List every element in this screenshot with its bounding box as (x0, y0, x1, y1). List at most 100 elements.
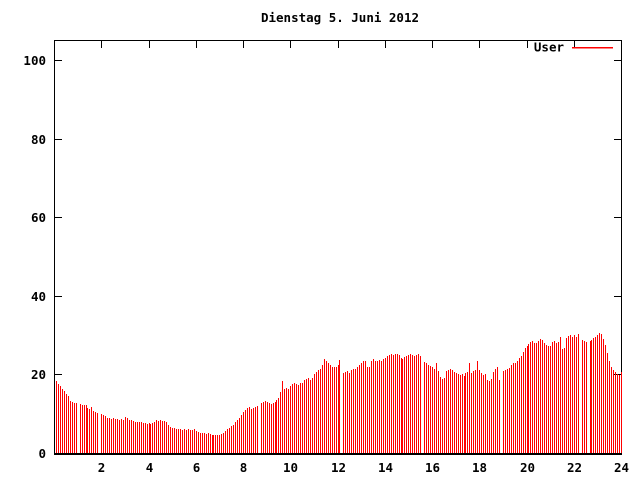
user-bar (109, 418, 110, 453)
user-bar (377, 361, 378, 453)
user-bar (534, 343, 535, 453)
user-bar (619, 375, 620, 453)
user-bar (306, 379, 307, 453)
user-bar (261, 403, 262, 453)
x-tick-label: 24 (614, 460, 629, 475)
user-bar (93, 411, 94, 453)
user-bar (615, 372, 616, 453)
user-bar (550, 346, 551, 453)
user-bar (312, 378, 313, 453)
user-bar (82, 405, 83, 453)
user-bar (184, 429, 185, 453)
user-bar (131, 420, 132, 453)
user-bar (397, 354, 398, 453)
user-bar (605, 345, 606, 453)
user-bar (562, 349, 563, 453)
user-bar (190, 430, 191, 453)
user-bar (86, 405, 87, 453)
user-bar (269, 403, 270, 453)
user-bar (330, 365, 331, 453)
user-bar (613, 370, 614, 453)
user-bar (103, 415, 104, 453)
user-bar (210, 434, 211, 453)
user-bar (123, 420, 124, 453)
user-bar (621, 372, 622, 453)
user-bar (320, 369, 321, 453)
user-bar (80, 404, 81, 453)
user-bar (568, 336, 569, 453)
user-bar (511, 365, 512, 453)
user-bar (198, 432, 199, 453)
user-bar (127, 418, 128, 453)
user-bar (385, 358, 386, 453)
x-tick-label: 14 (378, 460, 393, 475)
x-tick-label: 2 (98, 460, 106, 475)
user-bar (107, 418, 108, 453)
user-bar (479, 370, 480, 453)
user-bar (332, 367, 333, 453)
y-tick-label: 60 (31, 210, 46, 225)
user-bar (149, 423, 150, 453)
user-bar (316, 372, 317, 453)
user-bar (174, 428, 175, 453)
user-bar (129, 420, 130, 453)
user-bar (426, 363, 427, 453)
user-bar (162, 421, 163, 453)
user-bar (145, 423, 146, 453)
user-bar (525, 348, 526, 453)
user-bar (578, 334, 579, 453)
user-bar (64, 391, 65, 453)
user-bar (432, 367, 433, 453)
user-bar (227, 429, 228, 453)
user-bar (338, 365, 339, 453)
user-bar (91, 407, 92, 453)
user-bar (399, 355, 400, 453)
user-bar (530, 342, 531, 453)
user-bar (515, 363, 516, 453)
user-bar (170, 427, 171, 453)
user-bar (401, 358, 402, 453)
y-tick-label: 20 (31, 367, 46, 382)
user-bar (414, 356, 415, 453)
y-tick-label: 40 (31, 289, 46, 304)
user-bar (68, 396, 69, 453)
user-bar (379, 360, 380, 453)
user-bar (564, 348, 565, 453)
user-bar (135, 422, 136, 453)
user-bar (552, 342, 553, 453)
user-bar (253, 408, 254, 453)
user-bar (84, 405, 85, 453)
user-bar (292, 384, 293, 453)
user-bar (58, 384, 59, 453)
user-bar (389, 355, 390, 453)
user-bar (194, 429, 195, 453)
user-bar (296, 384, 297, 453)
user-bar (276, 400, 277, 453)
y-tick-label: 0 (38, 446, 46, 461)
user-bar (217, 435, 218, 453)
user-bar (121, 419, 122, 453)
user-bar (609, 361, 610, 453)
user-bar (460, 375, 461, 453)
user-bar (66, 394, 67, 453)
user-bar (271, 404, 272, 453)
user-bar (412, 355, 413, 453)
user-bar (597, 335, 598, 453)
user-bar (233, 425, 234, 453)
user-bar (436, 363, 437, 453)
user-bar (475, 370, 476, 453)
user-bar (215, 435, 216, 453)
user-bar (150, 424, 151, 453)
user-bar (361, 363, 362, 453)
user-bar (467, 372, 468, 453)
user-bar (532, 341, 533, 453)
user-bar (343, 373, 344, 453)
user-bar (339, 360, 340, 453)
user-bar (326, 361, 327, 453)
user-bar (154, 422, 155, 453)
user-bar (347, 371, 348, 453)
x-tick-label: 6 (193, 460, 201, 475)
user-bar (225, 431, 226, 453)
user-bar (438, 371, 439, 453)
